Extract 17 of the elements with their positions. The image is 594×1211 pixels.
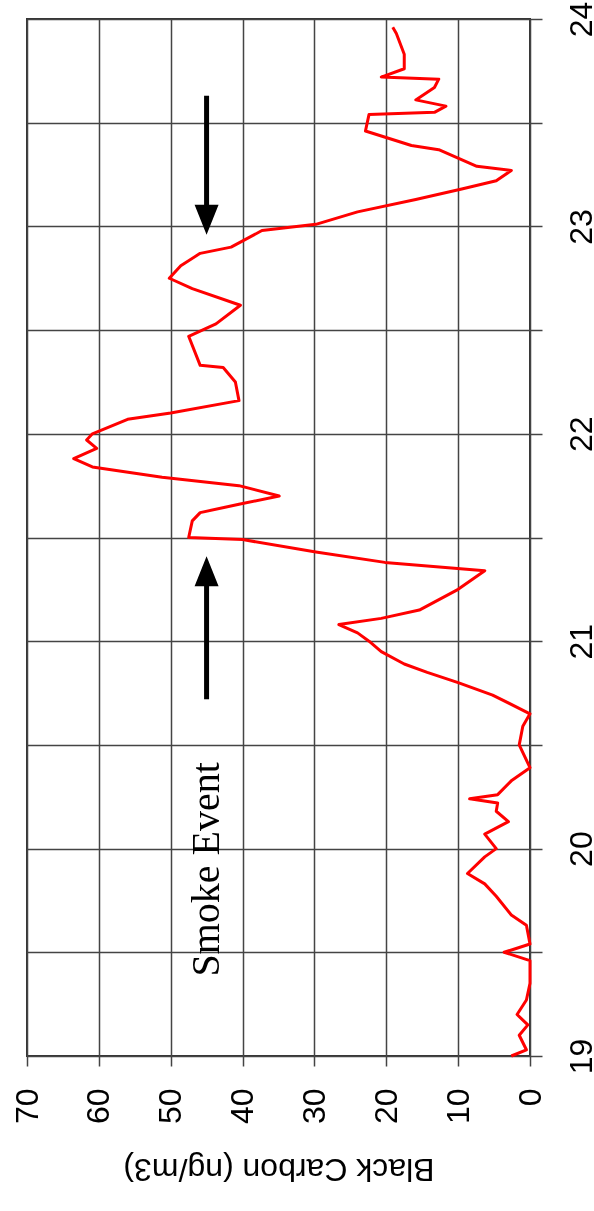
x-tick-label: 60 [80, 1088, 117, 1125]
y-tick-label: 20 [562, 831, 594, 867]
x-tick-label: 50 [152, 1088, 189, 1125]
x-tick-label: 10 [439, 1088, 476, 1125]
x-axis-title: Black Carbon (ng/m3) [123, 1152, 435, 1189]
annotation: Smoke Event [182, 762, 228, 977]
x-tick-label: 20 [367, 1088, 404, 1125]
line-series [72, 25, 532, 1058]
x-tick-label: 0 [511, 1088, 548, 1107]
y-tick-label: 23 [562, 209, 594, 245]
y-tick-label: 22 [562, 416, 594, 453]
y-tick-label: 19 [562, 1038, 594, 1075]
x-tick-label: 30 [295, 1088, 332, 1125]
y-tick-label: 24 [562, 1, 594, 38]
y-tick-label: 21 [562, 623, 594, 660]
x-tick-label: 40 [224, 1088, 261, 1125]
x-tick-label: 70 [8, 1088, 45, 1125]
